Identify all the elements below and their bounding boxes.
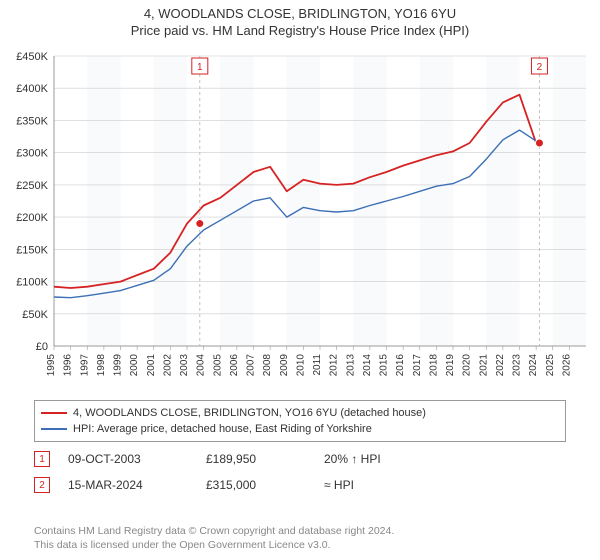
svg-text:1999: 1999: [113, 354, 124, 377]
title-address: 4, WOODLANDS CLOSE, BRIDLINGTON, YO16 6Y…: [0, 6, 600, 21]
svg-text:£400K: £400K: [16, 83, 48, 95]
svg-text:2000: 2000: [129, 354, 140, 377]
svg-text:2016: 2016: [395, 354, 406, 377]
svg-text:1995: 1995: [46, 354, 57, 377]
sale-date-2: 15-MAR-2024: [68, 478, 188, 492]
sale-price-2: £315,000: [206, 478, 306, 492]
legend-item-hpi: HPI: Average price, detached house, East…: [41, 421, 559, 437]
svg-text:2006: 2006: [229, 354, 240, 377]
svg-text:2003: 2003: [179, 354, 190, 377]
svg-text:2008: 2008: [262, 354, 273, 377]
svg-text:£50K: £50K: [22, 309, 48, 321]
sales-row-1: 1 09-OCT-2003 £189,950 20% ↑ HPI: [34, 446, 566, 472]
chart-container: 4, WOODLANDS CLOSE, BRIDLINGTON, YO16 6Y…: [0, 0, 600, 560]
svg-text:2022: 2022: [495, 354, 506, 377]
svg-text:2009: 2009: [279, 354, 290, 377]
svg-text:2023: 2023: [512, 354, 523, 377]
svg-text:2002: 2002: [162, 354, 173, 377]
svg-text:2010: 2010: [295, 354, 306, 377]
svg-text:2011: 2011: [312, 354, 323, 376]
svg-text:2004: 2004: [196, 354, 207, 377]
svg-text:2018: 2018: [428, 354, 439, 377]
svg-text:£250K: £250K: [16, 180, 48, 192]
svg-text:2: 2: [537, 62, 543, 73]
title-block: 4, WOODLANDS CLOSE, BRIDLINGTON, YO16 6Y…: [0, 0, 600, 38]
legend-label-hpi: HPI: Average price, detached house, East…: [73, 421, 372, 437]
svg-text:£300K: £300K: [16, 148, 48, 160]
sale-pct-2: ≈ HPI: [324, 478, 424, 492]
sale-badge-1: 1: [34, 451, 50, 467]
svg-text:2017: 2017: [412, 354, 423, 377]
svg-text:2001: 2001: [146, 354, 157, 377]
legend-label-property: 4, WOODLANDS CLOSE, BRIDLINGTON, YO16 6Y…: [73, 405, 426, 421]
sale-date-1: 09-OCT-2003: [68, 452, 188, 466]
sales-row-2: 2 15-MAR-2024 £315,000 ≈ HPI: [34, 472, 566, 498]
sales-table: 1 09-OCT-2003 £189,950 20% ↑ HPI 2 15-MA…: [34, 446, 566, 498]
legend: 4, WOODLANDS CLOSE, BRIDLINGTON, YO16 6Y…: [34, 400, 566, 442]
svg-text:2005: 2005: [212, 354, 223, 377]
svg-text:£100K: £100K: [16, 277, 48, 289]
svg-text:2014: 2014: [362, 354, 373, 377]
sale-price-1: £189,950: [206, 452, 306, 466]
legend-swatch-hpi: [41, 428, 67, 430]
title-subtitle: Price paid vs. HM Land Registry's House …: [0, 23, 600, 38]
sale-pct-1: 20% ↑ HPI: [324, 452, 424, 466]
svg-text:2012: 2012: [329, 354, 340, 377]
sale-badge-2: 2: [34, 477, 50, 493]
svg-text:£150K: £150K: [16, 244, 48, 256]
svg-text:1997: 1997: [79, 354, 90, 377]
svg-text:2019: 2019: [445, 354, 456, 377]
legend-item-property: 4, WOODLANDS CLOSE, BRIDLINGTON, YO16 6Y…: [41, 405, 559, 421]
svg-text:2025: 2025: [545, 354, 556, 377]
svg-text:2020: 2020: [462, 354, 473, 377]
svg-text:2015: 2015: [379, 354, 390, 377]
svg-text:£350K: £350K: [16, 115, 48, 127]
line-chart-svg: £0 £50K £100K £150K £200K £250K £300K £350K £400…: [8, 48, 592, 394]
svg-text:1: 1: [197, 62, 203, 73]
svg-text:2026: 2026: [561, 354, 572, 377]
svg-text:£0: £0: [36, 341, 48, 353]
svg-text:2013: 2013: [345, 354, 356, 377]
svg-text:2007: 2007: [246, 354, 257, 377]
svg-text:1996: 1996: [63, 354, 74, 377]
footer-line-2: This data is licensed under the Open Gov…: [34, 538, 566, 552]
legend-swatch-property: [41, 412, 67, 414]
svg-text:1998: 1998: [96, 354, 107, 377]
footer-line-1: Contains HM Land Registry data © Crown c…: [34, 524, 566, 538]
chart-area: £0 £50K £100K £150K £200K £250K £300K £350K £400…: [8, 48, 592, 394]
svg-text:£200K: £200K: [16, 212, 48, 224]
svg-text:£450K: £450K: [16, 51, 48, 63]
svg-text:2024: 2024: [528, 354, 539, 377]
svg-text:2021: 2021: [478, 354, 489, 377]
footer-attribution: Contains HM Land Registry data © Crown c…: [34, 524, 566, 552]
